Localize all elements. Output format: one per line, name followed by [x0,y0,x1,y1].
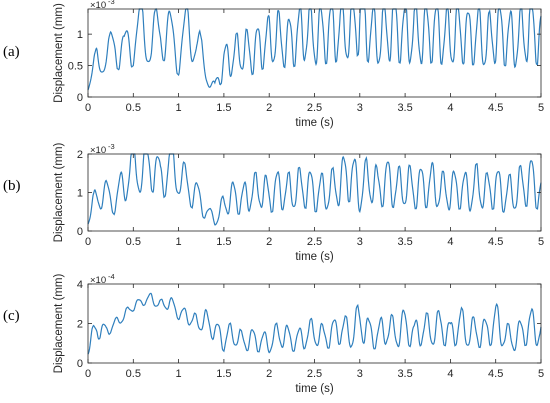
x-axis-label: time (s) [295,117,334,129]
displacement-series [87,8,542,91]
x-tick-label: 3 [357,236,363,248]
x-tick-label: 2 [266,368,272,380]
chart-panel: (a) 0 0.5 1 1.5 2 2.5 3 3.5 4 4.5 5 0 0.5 1 ×10 -3 time (… [3,0,544,129]
x-tick-label: 1.5 [216,236,231,248]
x-tick-label: 0 [85,368,91,380]
x-tick-label: 5 [538,368,544,380]
x-tick-label: 3.5 [397,368,412,380]
x-tick-label: 3 [357,368,363,380]
x-tick-label: 5 [538,102,544,114]
y-axis-label: Displacement (mm) [53,273,65,373]
y-tick-label: 0 [77,92,83,104]
axis-multiplier-exponent: -3 [108,142,115,151]
axes-box [87,283,542,364]
x-tick-label: 4 [447,236,453,248]
x-tick-label: 4.5 [488,368,503,380]
y-tick-label: 0 [77,226,83,238]
x-tick-label: 1.5 [216,102,231,114]
x-axis-label: time (s) [295,383,334,395]
x-tick-label: 4 [447,368,453,380]
chart-panel: (c) 0 0.5 1 1.5 2 2.5 3 3.5 4 4.5 5 0 2 4 ×10 -4 time (s)… [3,272,544,395]
chart-panel: (b) 0 0.5 1 1.5 2 2.5 3 3.5 4 4.5 5 0 1 2 ×10 -3 time (s)… [3,142,544,263]
x-tick-label: 2.5 [307,236,322,248]
x-tick-label: 2.5 [307,368,322,380]
x-tick-label: 1 [176,102,182,114]
x-tick-label: 1 [176,368,182,380]
panel-label: (a) [3,44,20,60]
y-tick-label: 2 [77,149,83,161]
x-tick-label: 4 [447,102,453,114]
y-axis-label: Displacement (mm) [53,3,65,103]
x-tick-label: 3.5 [397,102,412,114]
x-tick-label: 3.5 [397,236,412,248]
y-tick-label: 2 [77,319,83,331]
x-tick-label: 1.5 [216,368,231,380]
y-tick-label: 0.5 [68,61,83,73]
x-tick-label: 0.5 [126,368,141,380]
x-tick-label: 0.5 [126,236,141,248]
x-tick-label: 4.5 [488,236,503,248]
panel-label: (b) [3,178,21,194]
y-tick-label: 4 [77,279,83,291]
x-tick-label: 1 [176,236,182,248]
x-tick-label: 2 [266,102,272,114]
axis-multiplier-exponent: -4 [108,272,115,281]
axis-multiplier-exponent: -3 [108,0,115,6]
axis-multiplier: ×10 [90,275,106,286]
axis-multiplier: ×10 [90,145,106,156]
panel-label: (c) [3,308,20,324]
x-tick-label: 0 [85,236,91,248]
x-tick-label: 4.5 [488,102,503,114]
displacement-series [87,292,542,355]
x-tick-label: 0.5 [126,102,141,114]
y-tick-label: 1 [77,29,83,41]
y-axis-label: Displacement (mm) [53,142,65,242]
x-axis-label: time (s) [295,251,334,263]
x-tick-label: 3 [357,102,363,114]
x-tick-label: 2.5 [307,102,322,114]
x-tick-label: 2 [266,236,272,248]
axis-multiplier: ×10 [90,0,106,11]
x-tick-label: 0 [85,102,91,114]
y-tick-label: 1 [77,188,83,200]
displacement-series [87,153,542,226]
x-tick-label: 5 [538,236,544,248]
y-tick-label: 0 [77,358,83,370]
